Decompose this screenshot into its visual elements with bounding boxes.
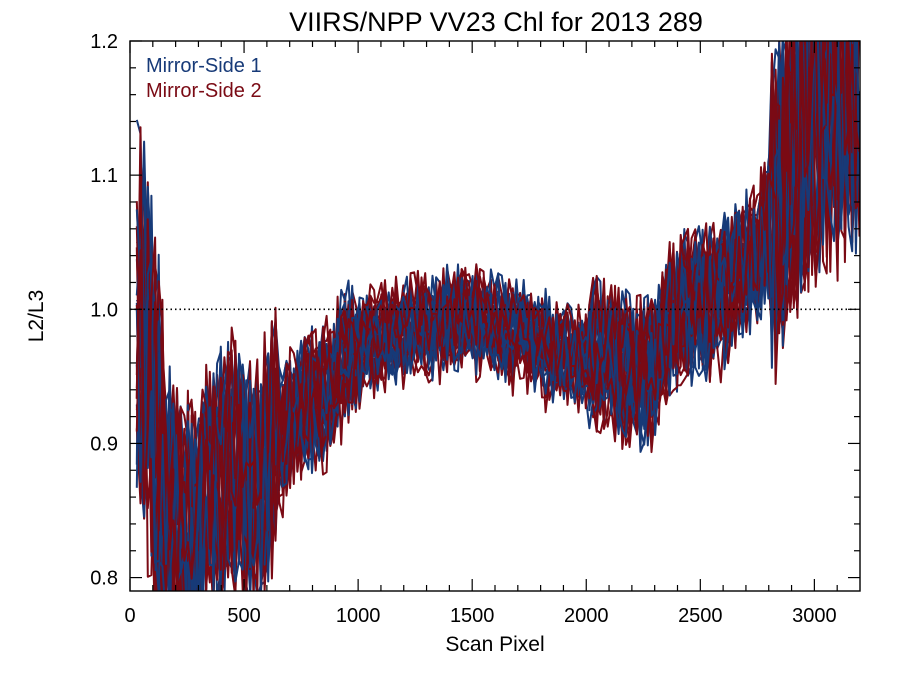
x-tick-label-2500: 2500 — [678, 605, 723, 627]
legend: Mirror-Side 1 Mirror-Side 2 — [146, 55, 262, 102]
series-line-mirror-side-1-14 — [135, 41, 856, 591]
x-tick-label-1000: 1000 — [336, 605, 381, 627]
legend-entry-mirror-side-2: Mirror-Side 2 — [146, 80, 262, 102]
x-tick-label-1500: 1500 — [450, 605, 495, 627]
x-tick-label-3000: 3000 — [792, 605, 837, 627]
y-tick-label-1.1: 1.1 — [90, 165, 118, 187]
legend-entry-mirror-side-1: Mirror-Side 1 — [146, 55, 262, 77]
ticks-layer: 0 500 1000 1500 2000 2500 3000 0.8 0.9 1.0 1.1 1.2 — [90, 31, 860, 627]
x-tick-label-500: 500 — [227, 605, 260, 627]
y-tick-label-1: 1.0 — [90, 299, 118, 321]
y-tick-label-0.9: 0.9 — [90, 433, 118, 455]
x-axis-label: Scan Pixel — [445, 633, 544, 656]
series-line-mirror-side-2-13 — [135, 41, 860, 584]
series-layer — [135, 41, 860, 591]
y-tick-label-1.2: 1.2 — [90, 31, 118, 53]
chart-title: VIIRS/NPP VV23 Chl for 2013 289 — [289, 7, 703, 37]
x-tick-label-0: 0 — [124, 605, 135, 627]
y-tick-label-0.8: 0.8 — [90, 568, 118, 590]
series-line-mirror-side-1-13 — [135, 41, 860, 591]
y-axis-label: L2/L3 — [25, 290, 48, 343]
series-line-mirror-side-2-14 — [135, 41, 860, 591]
x-tick-label-2000: 2000 — [564, 605, 609, 627]
